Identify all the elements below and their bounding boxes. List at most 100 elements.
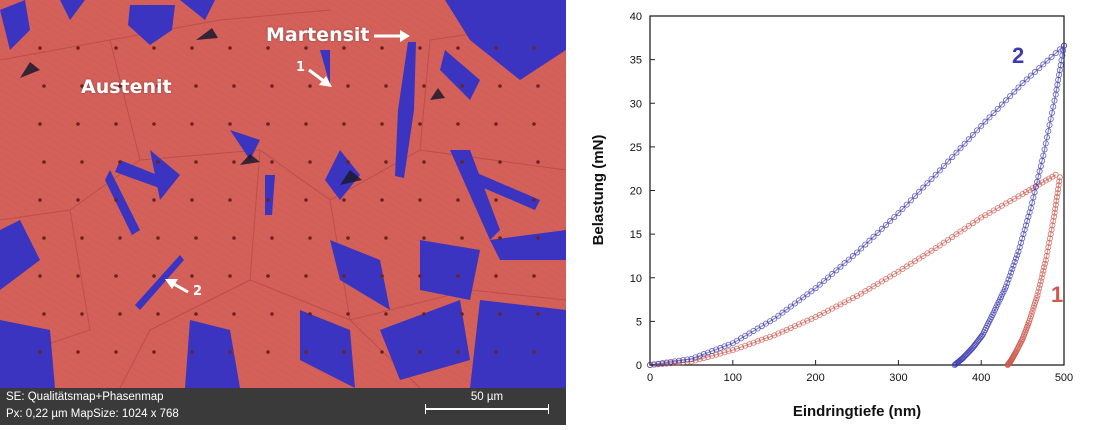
indent-mark — [346, 84, 350, 88]
data-point — [962, 351, 969, 358]
data-point — [1052, 50, 1059, 57]
data-point — [1032, 297, 1039, 304]
data-point — [721, 349, 728, 356]
data-point — [874, 229, 881, 236]
data-point — [916, 255, 923, 262]
data-point — [866, 237, 873, 244]
data-point — [1019, 80, 1026, 87]
martensite-arrow — [374, 30, 410, 42]
indent-mark — [308, 312, 312, 316]
indent-mark — [228, 122, 232, 126]
data-point — [1035, 288, 1042, 295]
data-point — [1019, 190, 1026, 197]
data-point — [1007, 93, 1014, 100]
data-point — [1056, 178, 1063, 185]
data-point — [1042, 257, 1049, 264]
data-point — [964, 349, 971, 356]
indent-mark — [152, 350, 156, 354]
data-point — [1027, 315, 1034, 322]
data-point — [1050, 218, 1057, 225]
data-point — [1046, 122, 1053, 129]
data-point — [1010, 262, 1017, 269]
indent-mark — [270, 84, 274, 88]
data-point — [936, 167, 943, 174]
data-point — [779, 309, 786, 316]
indent-mark — [266, 46, 270, 50]
data-point — [953, 231, 960, 238]
data-point — [1036, 281, 1043, 288]
indent-mark — [156, 312, 160, 316]
data-point — [961, 140, 968, 147]
data-point — [899, 205, 906, 212]
data-point — [974, 217, 981, 224]
data-point — [1053, 197, 1060, 204]
data-point — [680, 357, 687, 364]
data-point — [965, 348, 972, 355]
indent-mark — [308, 236, 312, 240]
data-point — [986, 114, 993, 121]
indent-mark — [38, 122, 42, 126]
indent-mark — [422, 84, 426, 88]
data-point — [1048, 226, 1055, 233]
data-point — [775, 312, 782, 319]
data-point — [762, 335, 769, 342]
data-point — [1019, 235, 1026, 242]
data-point — [1036, 285, 1043, 292]
indent-mark — [418, 122, 422, 126]
data-point — [767, 333, 774, 340]
data-point — [833, 267, 840, 274]
data-point — [1041, 146, 1048, 153]
indent-mark — [342, 198, 346, 202]
data-point — [1006, 273, 1013, 280]
data-point — [841, 260, 848, 267]
indent-mark — [346, 312, 350, 316]
data-point — [820, 278, 827, 285]
data-point — [1056, 46, 1063, 53]
data-point — [1023, 76, 1030, 83]
indent-mark — [270, 236, 274, 240]
indent-mark — [304, 198, 308, 202]
y-axis-label: Belastung (mN) — [590, 135, 607, 246]
data-point — [717, 350, 724, 357]
data-point — [940, 239, 947, 246]
indent-mark — [304, 274, 308, 278]
data-point — [1038, 274, 1045, 281]
indent-mark — [194, 160, 198, 164]
x-tick-label: 100 — [724, 372, 742, 384]
series-1 — [647, 171, 1063, 368]
indent-mark — [456, 122, 460, 126]
data-point — [1056, 174, 1063, 181]
y-tick-label: 40 — [630, 11, 642, 23]
indent-mark — [118, 312, 122, 316]
data-point — [1042, 177, 1049, 184]
indent-mark — [194, 236, 198, 240]
indent-mark — [194, 84, 198, 88]
data-point — [1027, 313, 1034, 320]
data-point — [1027, 72, 1034, 79]
data-point — [965, 136, 972, 143]
indent-mark — [114, 274, 118, 278]
data-point — [1032, 68, 1039, 75]
data-point — [949, 234, 956, 241]
data-point — [675, 357, 682, 364]
data-point — [791, 300, 798, 307]
indent-mark — [266, 122, 270, 126]
indent-mark — [380, 122, 384, 126]
data-point — [969, 344, 976, 351]
data-point — [1014, 252, 1021, 259]
data-point — [957, 145, 964, 152]
data-point — [825, 274, 832, 281]
indent-mark — [38, 274, 42, 278]
indent-mark — [536, 312, 540, 316]
data-point — [1047, 231, 1054, 238]
data-point — [1051, 209, 1058, 216]
data-point — [882, 221, 889, 228]
data-point — [966, 347, 973, 354]
indent-mark — [498, 84, 502, 88]
indent-mark — [228, 198, 232, 202]
data-point — [742, 342, 749, 349]
data-point — [911, 258, 918, 265]
indent-mark — [270, 160, 274, 164]
data-point — [1026, 209, 1033, 216]
indent-mark — [384, 160, 388, 164]
